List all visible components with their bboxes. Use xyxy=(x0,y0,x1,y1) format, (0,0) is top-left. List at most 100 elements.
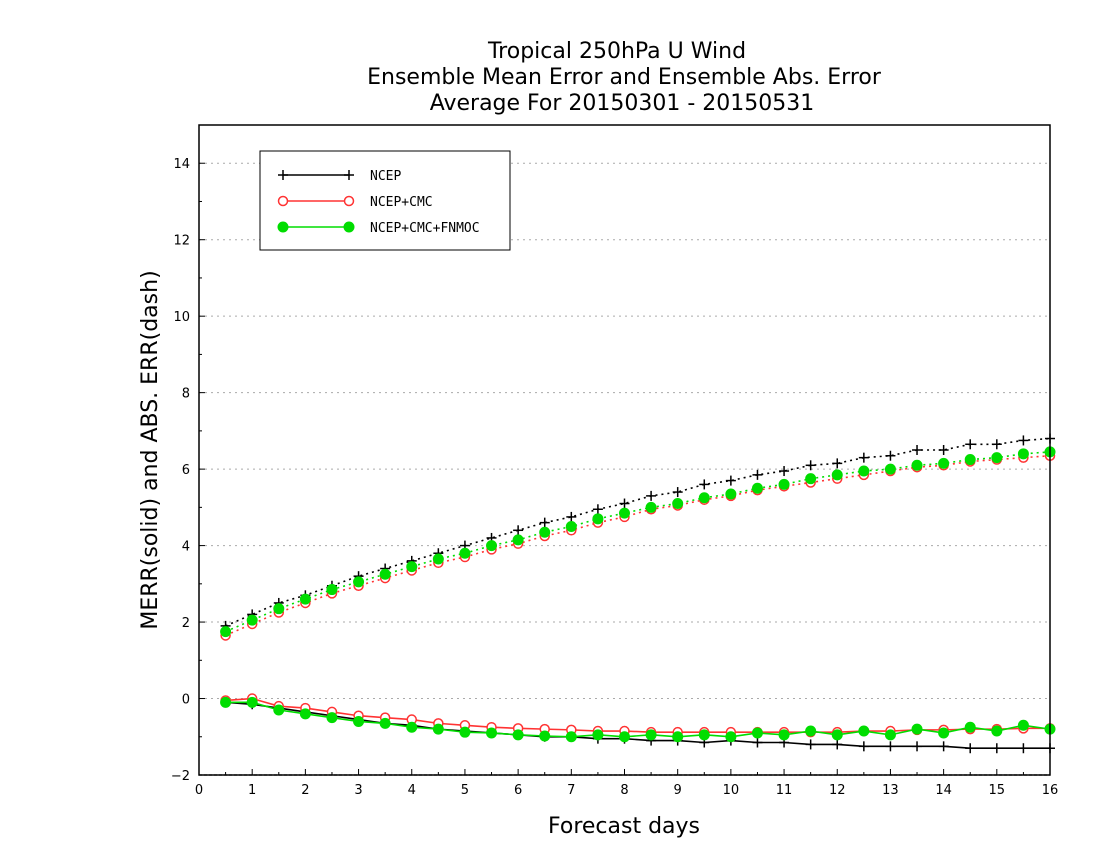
y-tick-label: 4 xyxy=(182,540,190,555)
x-tick-label: 14 xyxy=(935,783,952,798)
legend-marker xyxy=(277,221,289,233)
abs-error-point xyxy=(326,584,338,596)
abs-error-point xyxy=(672,498,684,510)
mean-error-point xyxy=(326,712,338,724)
abs-error-point xyxy=(353,576,365,588)
x-tick-label: 9 xyxy=(674,783,682,798)
abs-error-point xyxy=(273,603,285,615)
abs-error-point xyxy=(965,439,976,450)
mean-error-point xyxy=(432,723,444,735)
abs-error-point xyxy=(592,504,603,515)
mean-error-point xyxy=(832,739,843,750)
y-tick-label: 6 xyxy=(182,463,190,478)
series-ncep xyxy=(220,433,1055,754)
x-tick-label: 13 xyxy=(882,783,899,798)
legend-item: NCEP+CMC+FNMOC xyxy=(277,221,480,236)
x-tick-label: 0 xyxy=(195,783,203,798)
abs-error-point xyxy=(619,507,630,519)
x-tick-label: 8 xyxy=(620,783,628,798)
abs-error-point xyxy=(513,525,524,536)
mean-error-point xyxy=(619,731,630,743)
abs-error-line xyxy=(225,451,1051,633)
abs-error-point xyxy=(885,450,896,461)
abs-error-point xyxy=(779,466,790,477)
y-axis: −2 0 2 4 6 8 10 12 14 xyxy=(171,157,205,784)
mean-error-point xyxy=(938,727,950,739)
abs-error-point xyxy=(619,498,630,509)
mean-error-point xyxy=(831,729,843,741)
abs-error-point xyxy=(699,479,710,490)
title-line-3: Average For 20150301 - 20150531 xyxy=(430,91,815,116)
legend-marker xyxy=(343,195,355,207)
abs-error-point xyxy=(725,488,737,500)
y-tick-label: 8 xyxy=(182,387,190,402)
x-tick-label: 2 xyxy=(301,783,309,798)
abs-error-point xyxy=(778,478,790,490)
legend-label: NCEP+CMC+FNMOC xyxy=(370,221,480,236)
abs-error-point xyxy=(884,463,896,475)
abs-error-point xyxy=(858,452,869,463)
abs-error-point xyxy=(1017,448,1029,460)
abs-error-point xyxy=(1018,435,1029,446)
abs-error-point xyxy=(406,561,418,573)
abs-error-point xyxy=(672,487,683,498)
mean-error-point xyxy=(379,717,391,729)
abs-error-point xyxy=(592,513,604,525)
mean-error-point xyxy=(964,721,976,733)
abs-error-point xyxy=(752,469,763,480)
mean-error-point xyxy=(991,725,1003,737)
y-tick-label: 10 xyxy=(173,310,190,325)
x-tick-label: 11 xyxy=(776,783,793,798)
mean-error-point xyxy=(592,729,604,741)
title-line-1: Tropical 250hPa U Wind xyxy=(487,39,746,64)
mean-error-point xyxy=(220,696,232,708)
mean-error-point xyxy=(645,729,657,741)
chart-title: Tropical 250hPa U Wind Ensemble Mean Err… xyxy=(367,39,882,116)
abs-error-point xyxy=(991,452,1003,464)
mean-error-point xyxy=(858,725,870,737)
legend-item: NCEP+CMC xyxy=(277,195,433,210)
legend-marker xyxy=(278,170,288,180)
mean-error-point xyxy=(911,723,923,735)
mean-error-point xyxy=(752,737,763,748)
abs-error-point xyxy=(698,492,710,504)
x-axis: 0 1 2 3 4 5 6 7 8 9 10 11 12 13 14 15 16 xyxy=(195,769,1058,798)
abs-error-point xyxy=(725,475,736,486)
y-tick-label: 0 xyxy=(182,693,190,708)
x-tick-label: 3 xyxy=(354,783,362,798)
abs-error-point xyxy=(938,457,950,469)
abs-error-point xyxy=(858,465,870,477)
x-tick-label: 16 xyxy=(1042,783,1059,798)
abs-error-point xyxy=(512,534,524,546)
mean-error-point xyxy=(698,729,710,741)
mean-error-point xyxy=(805,725,817,737)
title-line-2: Ensemble Mean Error and Ensemble Abs. Er… xyxy=(367,65,882,90)
series-ncep-cmc xyxy=(220,450,1056,738)
mean-error-point xyxy=(353,715,365,727)
mean-error-point xyxy=(778,729,790,741)
mean-error-point xyxy=(565,731,577,743)
y-tick-label: 14 xyxy=(173,157,190,172)
abs-error-line xyxy=(225,437,1051,627)
abs-error-point xyxy=(299,593,311,605)
x-tick-label: 5 xyxy=(461,783,469,798)
x-tick-label: 15 xyxy=(989,783,1006,798)
abs-error-point xyxy=(832,458,843,469)
series xyxy=(220,433,1056,754)
abs-error-point xyxy=(991,439,1002,450)
abs-error-point xyxy=(645,501,657,513)
legend-label: NCEP+CMC xyxy=(370,195,433,210)
mean-error-point xyxy=(725,731,737,743)
legend: NCEP NCEP+CMC NCEP+CMC+FNMOC xyxy=(259,150,511,251)
legend-item: NCEP xyxy=(278,169,401,184)
abs-error-point xyxy=(539,517,550,528)
mean-error-point xyxy=(486,727,498,739)
abs-error-point xyxy=(432,553,444,565)
mean-error-point xyxy=(884,729,896,741)
abs-error-point xyxy=(646,490,657,501)
x-tick-label: 6 xyxy=(514,783,522,798)
abs-error-point xyxy=(938,445,949,455)
abs-error-point xyxy=(246,614,258,626)
abs-error-point xyxy=(751,482,763,494)
